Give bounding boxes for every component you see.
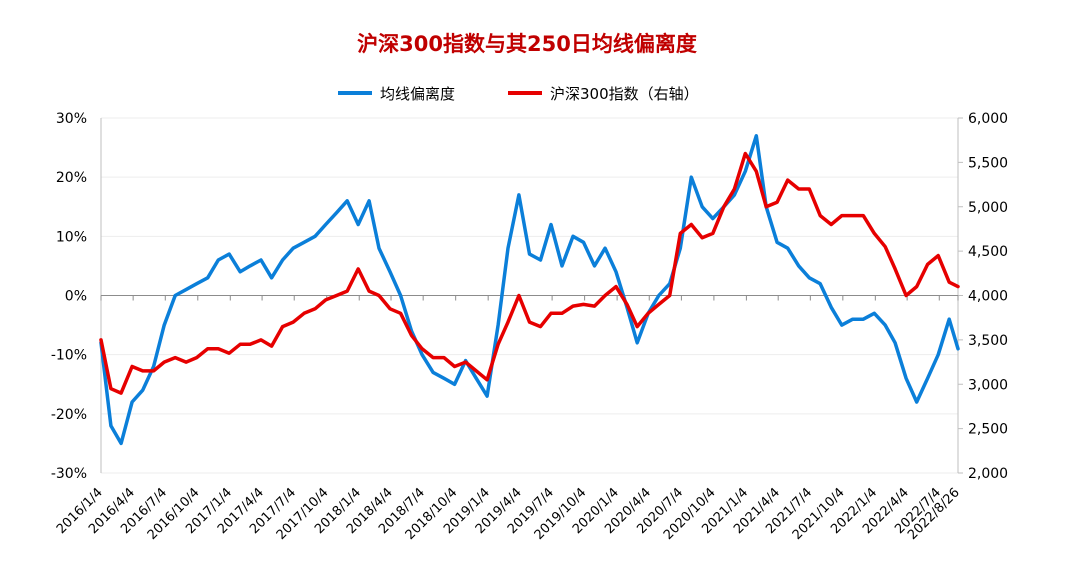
- left-y-tick-label: 20%: [56, 170, 87, 186]
- left-y-tick-label: 10%: [56, 229, 87, 245]
- right-y-axis-ticks: 2,000 2,500 3,000 3,500 4,000 4,500 5,000 5,500…: [958, 111, 1008, 482]
- right-y-tick-label: 2,000: [968, 466, 1008, 482]
- left-y-tick-label: -10%: [51, 348, 87, 364]
- right-y-tick-label: 3,000: [968, 377, 1008, 393]
- gridlines: [101, 117, 958, 474]
- right-y-tick-label: 2,500: [968, 422, 1008, 438]
- legend-label-index: 沪深300指数（右轴）: [550, 85, 699, 103]
- series-line-index: [99, 151, 960, 395]
- left-y-tick-label: 30%: [56, 111, 87, 127]
- right-y-tick-label: 4,500: [968, 244, 1008, 260]
- left-y-tick-label: -20%: [51, 407, 87, 423]
- right-y-tick-label: 3,500: [968, 333, 1008, 349]
- right-y-tick-label: 5,000: [968, 200, 1008, 216]
- legend: 均线偏离度 沪深300指数（右轴）: [338, 85, 699, 103]
- chart-title: 沪深300指数与其250日均线偏离度: [357, 32, 697, 56]
- right-y-tick-label: 6,000: [968, 111, 1008, 127]
- series-layer: [99, 134, 960, 446]
- right-y-tick-label: 4,000: [968, 289, 1008, 305]
- x-axis-ticks: 2016/1/42016/4/42016/7/42016/10/42017/1/…: [54, 295, 963, 543]
- series-line-deviation: [99, 134, 960, 446]
- left-y-tick-label: -30%: [51, 466, 87, 482]
- legend-label-deviation: 均线偏离度: [380, 85, 455, 103]
- left-y-tick-label: 0%: [65, 289, 87, 305]
- left-y-axis-ticks: -30% -20% -10% 0% 10% 20% 30%: [51, 111, 87, 482]
- right-y-tick-label: 5,500: [968, 155, 1008, 171]
